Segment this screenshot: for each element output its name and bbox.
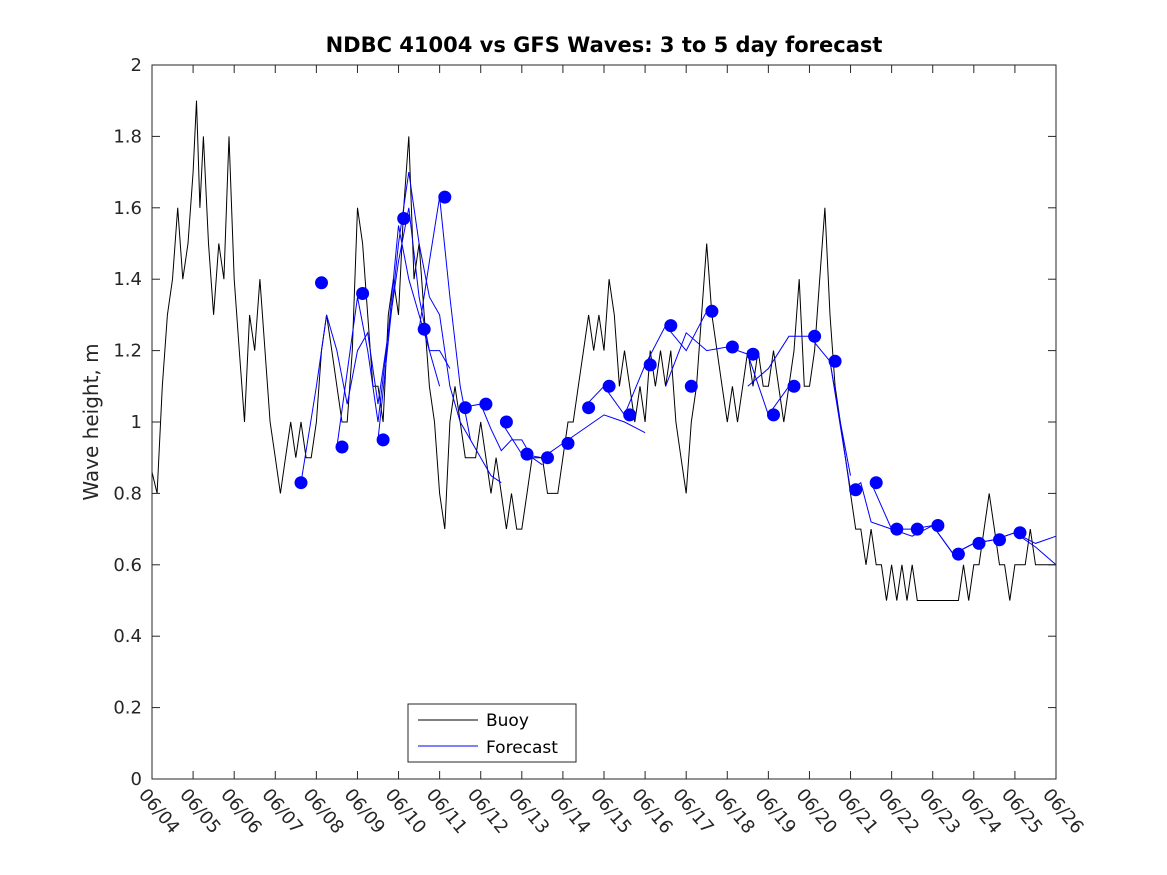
y-tick-label-4: 0.8 (113, 483, 142, 504)
y-tick-label-0: 0 (131, 769, 142, 790)
x-tick-label-9: 06/13 (504, 785, 553, 838)
forecast-marker-25 (808, 329, 822, 343)
forecast-marker-3 (356, 287, 370, 300)
x-tick-label-7: 06/11 (422, 785, 471, 838)
forecast-marker-11 (520, 447, 534, 461)
series-forecast-line-1 (336, 225, 451, 448)
forecast-marker-28 (869, 476, 883, 490)
forecast-marker-29 (890, 522, 904, 536)
forecast-marker-4 (376, 433, 390, 447)
forecast-marker-30 (910, 522, 924, 536)
x-tick-label-17: 06/21 (833, 785, 882, 838)
forecast-marker-18 (664, 319, 678, 333)
forecast-marker-10 (499, 415, 513, 429)
x-tick-label-1: 06/05 (175, 785, 224, 838)
forecast-marker-7 (438, 190, 452, 204)
x-tick-label-19: 06/23 (915, 785, 964, 838)
x-tick-label-4: 06/08 (299, 785, 348, 838)
forecast-marker-5 (397, 212, 411, 225)
forecast-marker-1 (315, 276, 328, 290)
forecast-marker-21 (725, 340, 739, 354)
forecast-marker-34 (993, 533, 1006, 547)
y-tick-label-1: 0.2 (113, 698, 142, 719)
legend-label-forecast: Forecast (486, 738, 558, 758)
y-tick-label-10: 2 (131, 55, 142, 76)
x-tick-label-18: 06/22 (874, 785, 923, 838)
forecast-marker-26 (828, 354, 842, 368)
chart-title: NDBC 41004 vs GFS Waves: 3 to 5 day fore… (326, 33, 883, 57)
x-tick-label-0: 06/04 (134, 785, 183, 838)
x-tick-label-16: 06/20 (792, 785, 841, 838)
forecast-marker-19 (684, 379, 698, 393)
y-tick-label-2: 0.4 (113, 626, 142, 647)
y-tick-label-5: 1 (131, 412, 142, 433)
forecast-marker-32 (951, 547, 965, 561)
y-axis-label: Wave height, m (79, 343, 103, 500)
x-tick-label-10: 06/14 (545, 785, 594, 838)
x-tick-label-22: 06/26 (1038, 785, 1087, 838)
y-tick-label-9: 1.8 (113, 126, 142, 147)
y-tick-label-8: 1.6 (113, 198, 142, 219)
y-tick-label-7: 1.4 (113, 269, 142, 290)
forecast-marker-22 (746, 347, 760, 361)
x-tick-label-14: 06/18 (709, 785, 758, 838)
x-tick-label-20: 06/24 (956, 785, 1005, 838)
x-tick-label-8: 06/12 (463, 785, 512, 838)
plot-background (152, 65, 1056, 779)
y-tick-label-6: 1.2 (113, 341, 142, 362)
forecast-marker-12 (541, 451, 554, 465)
forecast-marker-24 (787, 379, 801, 393)
legend-label-buoy: Buoy (486, 711, 529, 731)
legend-box (407, 703, 577, 763)
forecast-marker-20 (705, 304, 719, 318)
plot-area (151, 64, 1057, 780)
forecast-marker-0 (294, 476, 308, 490)
x-tick-label-15: 06/19 (751, 785, 800, 838)
forecast-marker-33 (972, 536, 986, 550)
forecast-marker-27 (849, 483, 863, 497)
forecast-marker-23 (767, 408, 780, 422)
forecast-marker-17 (643, 358, 657, 372)
series-buoy-line (151, 100, 1056, 601)
forecast-marker-8 (458, 401, 472, 415)
forecast-marker-16 (623, 408, 637, 422)
forecast-marker-9 (479, 397, 493, 411)
x-tick-label-12: 06/16 (627, 785, 676, 838)
y-tick-label-3: 0.6 (113, 555, 142, 576)
forecast-marker-31 (931, 519, 945, 532)
series-forecast-line-3 (418, 197, 502, 484)
legend: Buoy Forecast (407, 703, 577, 763)
x-tick-label-13: 06/17 (668, 785, 717, 838)
forecast-marker-35 (1013, 526, 1027, 540)
x-tick-label-5: 06/09 (340, 785, 389, 838)
series-forecast-line-0 (300, 207, 441, 483)
forecast-marker-6 (417, 322, 431, 336)
x-tick-label-6: 06/10 (381, 785, 430, 838)
y-axis-ticks: 0 0.2 0.4 0.6 0.8 1 1.2 1.4 1.6 1.8 2 (113, 55, 1056, 790)
forecast-marker-2 (335, 440, 349, 454)
x-tick-label-11: 06/15 (586, 785, 635, 838)
forecast-marker-13 (561, 436, 575, 450)
x-tick-label-21: 06/25 (997, 785, 1046, 838)
x-tick-label-2: 06/06 (216, 785, 265, 838)
forecast-marker-15 (602, 379, 616, 393)
x-tick-label-3: 06/07 (257, 785, 306, 838)
forecast-marker-14 (582, 401, 596, 415)
